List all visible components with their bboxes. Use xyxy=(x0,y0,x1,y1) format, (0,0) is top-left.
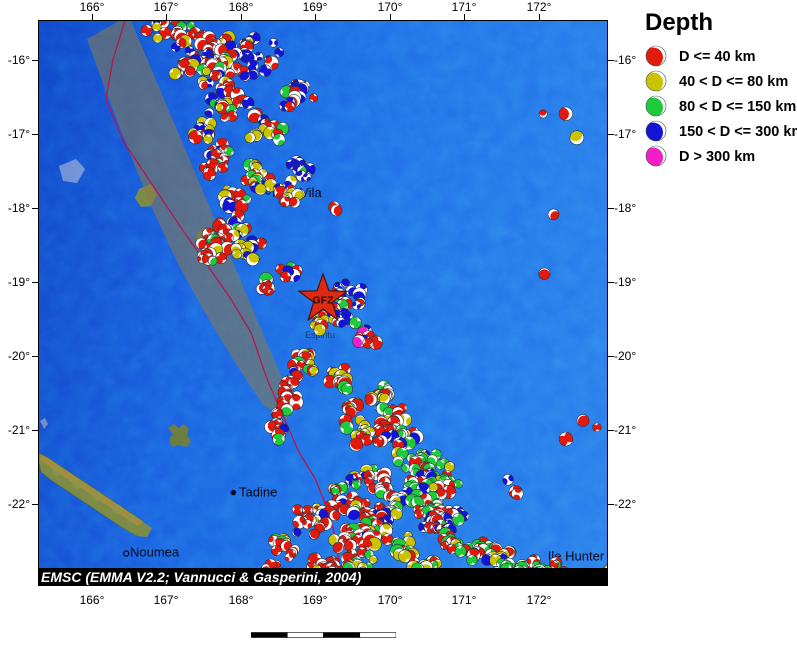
svg-text:Noumea: Noumea xyxy=(130,544,180,559)
svg-text:GFZ: GFZ xyxy=(313,295,335,307)
svg-text:150 < D <= 300 km: 150 < D <= 300 km xyxy=(679,124,797,140)
svg-text:D <= 40 km: D <= 40 km xyxy=(679,49,756,65)
svg-text:40 < D <= 80 km: 40 < D <= 80 km xyxy=(679,74,788,90)
svg-text:80 < D <= 150 km: 80 < D <= 150 km xyxy=(679,99,796,115)
svg-text:D > 300 km: D > 300 km xyxy=(679,149,755,165)
svg-text:Tadine: Tadine xyxy=(239,485,277,500)
